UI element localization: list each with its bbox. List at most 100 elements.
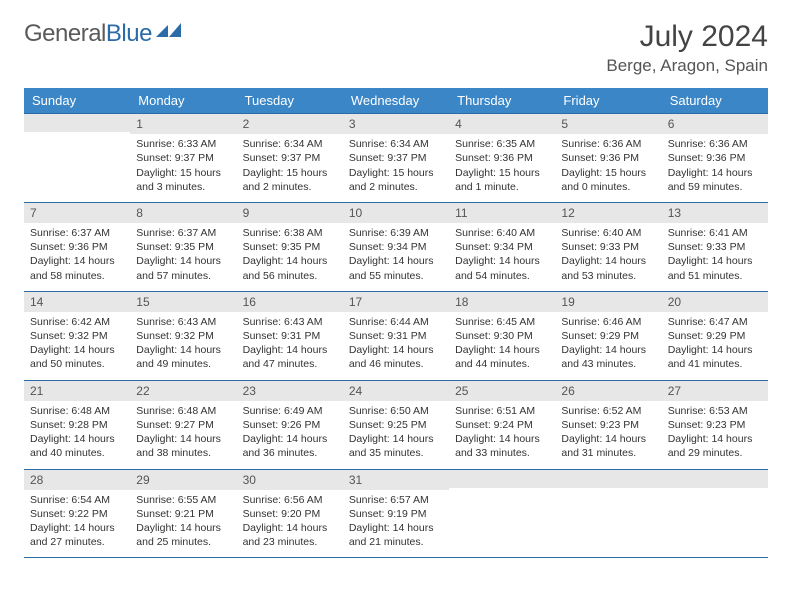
day-content: Sunrise: 6:36 AMSunset: 9:36 PMDaylight:… — [662, 134, 768, 202]
calendar-cell: 28Sunrise: 6:54 AMSunset: 9:22 PMDayligh… — [24, 469, 130, 558]
calendar-cell: 13Sunrise: 6:41 AMSunset: 9:33 PMDayligh… — [662, 202, 768, 291]
day-number — [449, 470, 555, 488]
sunrise-text: Sunrise: 6:36 AM — [561, 137, 655, 151]
calendar-cell: 18Sunrise: 6:45 AMSunset: 9:30 PMDayligh… — [449, 291, 555, 380]
sunrise-text: Sunrise: 6:43 AM — [136, 315, 230, 329]
calendar-cell: 27Sunrise: 6:53 AMSunset: 9:23 PMDayligh… — [662, 380, 768, 469]
calendar-cell: 26Sunrise: 6:52 AMSunset: 9:23 PMDayligh… — [555, 380, 661, 469]
logo-text-blue: Blue — [106, 20, 152, 47]
daylight-text: Daylight: 14 hours and 59 minutes. — [668, 166, 762, 194]
sunset-text: Sunset: 9:37 PM — [349, 151, 443, 165]
day-number: 16 — [237, 292, 343, 312]
day-number — [555, 470, 661, 488]
sunset-text: Sunset: 9:25 PM — [349, 418, 443, 432]
day-content: Sunrise: 6:35 AMSunset: 9:36 PMDaylight:… — [449, 134, 555, 202]
sunset-text: Sunset: 9:31 PM — [349, 329, 443, 343]
sunrise-text: Sunrise: 6:39 AM — [349, 226, 443, 240]
calendar-cell: 20Sunrise: 6:47 AMSunset: 9:29 PMDayligh… — [662, 291, 768, 380]
day-content: Sunrise: 6:49 AMSunset: 9:26 PMDaylight:… — [237, 401, 343, 469]
calendar-cell: 24Sunrise: 6:50 AMSunset: 9:25 PMDayligh… — [343, 380, 449, 469]
sunset-text: Sunset: 9:34 PM — [455, 240, 549, 254]
day-content: Sunrise: 6:47 AMSunset: 9:29 PMDaylight:… — [662, 312, 768, 380]
day-number: 21 — [24, 381, 130, 401]
daylight-text: Daylight: 15 hours and 3 minutes. — [136, 166, 230, 194]
day-number: 20 — [662, 292, 768, 312]
sunset-text: Sunset: 9:23 PM — [668, 418, 762, 432]
sunset-text: Sunset: 9:36 PM — [668, 151, 762, 165]
day-number — [24, 114, 130, 132]
calendar-cell — [449, 469, 555, 558]
sunset-text: Sunset: 9:34 PM — [349, 240, 443, 254]
logo-text-gray: General — [24, 20, 106, 47]
daylight-text: Daylight: 14 hours and 51 minutes. — [668, 254, 762, 282]
calendar-row: 7Sunrise: 6:37 AMSunset: 9:36 PMDaylight… — [24, 202, 768, 291]
day-number: 26 — [555, 381, 661, 401]
day-content: Sunrise: 6:37 AMSunset: 9:35 PMDaylight:… — [130, 223, 236, 291]
daylight-text: Daylight: 14 hours and 50 minutes. — [30, 343, 124, 371]
day-number: 30 — [237, 470, 343, 490]
day-number: 6 — [662, 114, 768, 134]
calendar-cell: 3Sunrise: 6:34 AMSunset: 9:37 PMDaylight… — [343, 114, 449, 203]
daylight-text: Daylight: 14 hours and 27 minutes. — [30, 521, 124, 549]
day-number: 25 — [449, 381, 555, 401]
daylight-text: Daylight: 15 hours and 1 minute. — [455, 166, 549, 194]
daylight-text: Daylight: 14 hours and 49 minutes. — [136, 343, 230, 371]
day-number: 17 — [343, 292, 449, 312]
day-content: Sunrise: 6:57 AMSunset: 9:19 PMDaylight:… — [343, 490, 449, 558]
day-content: Sunrise: 6:46 AMSunset: 9:29 PMDaylight:… — [555, 312, 661, 380]
day-number — [662, 470, 768, 488]
sunset-text: Sunset: 9:32 PM — [30, 329, 124, 343]
day-content: Sunrise: 6:40 AMSunset: 9:34 PMDaylight:… — [449, 223, 555, 291]
daylight-text: Daylight: 15 hours and 2 minutes. — [243, 166, 337, 194]
day-number: 23 — [237, 381, 343, 401]
sunrise-text: Sunrise: 6:45 AM — [455, 315, 549, 329]
calendar-body: 1Sunrise: 6:33 AMSunset: 9:37 PMDaylight… — [24, 114, 768, 558]
day-number: 5 — [555, 114, 661, 134]
daylight-text: Daylight: 14 hours and 58 minutes. — [30, 254, 124, 282]
day-content: Sunrise: 6:34 AMSunset: 9:37 PMDaylight:… — [343, 134, 449, 202]
weekday-header: Wednesday — [343, 88, 449, 114]
day-number: 15 — [130, 292, 236, 312]
day-number: 13 — [662, 203, 768, 223]
sunrise-text: Sunrise: 6:36 AM — [668, 137, 762, 151]
sunset-text: Sunset: 9:33 PM — [561, 240, 655, 254]
daylight-text: Daylight: 14 hours and 35 minutes. — [349, 432, 443, 460]
calendar-cell: 22Sunrise: 6:48 AMSunset: 9:27 PMDayligh… — [130, 380, 236, 469]
sunset-text: Sunset: 9:20 PM — [243, 507, 337, 521]
weekday-header: Thursday — [449, 88, 555, 114]
sunrise-text: Sunrise: 6:41 AM — [668, 226, 762, 240]
day-content: Sunrise: 6:51 AMSunset: 9:24 PMDaylight:… — [449, 401, 555, 469]
day-number: 7 — [24, 203, 130, 223]
sunset-text: Sunset: 9:22 PM — [30, 507, 124, 521]
calendar-cell — [24, 114, 130, 203]
daylight-text: Daylight: 14 hours and 44 minutes. — [455, 343, 549, 371]
day-content: Sunrise: 6:44 AMSunset: 9:31 PMDaylight:… — [343, 312, 449, 380]
sunset-text: Sunset: 9:32 PM — [136, 329, 230, 343]
day-content: Sunrise: 6:34 AMSunset: 9:37 PMDaylight:… — [237, 134, 343, 202]
sunset-text: Sunset: 9:31 PM — [243, 329, 337, 343]
day-content: Sunrise: 6:43 AMSunset: 9:31 PMDaylight:… — [237, 312, 343, 380]
daylight-text: Daylight: 14 hours and 57 minutes. — [136, 254, 230, 282]
title-box: July 2024 Berge, Aragon, Spain — [606, 20, 768, 76]
sunset-text: Sunset: 9:27 PM — [136, 418, 230, 432]
sunrise-text: Sunrise: 6:37 AM — [30, 226, 124, 240]
day-number: 19 — [555, 292, 661, 312]
day-number: 9 — [237, 203, 343, 223]
daylight-text: Daylight: 15 hours and 2 minutes. — [349, 166, 443, 194]
sunrise-text: Sunrise: 6:47 AM — [668, 315, 762, 329]
sunrise-text: Sunrise: 6:34 AM — [349, 137, 443, 151]
sunrise-text: Sunrise: 6:53 AM — [668, 404, 762, 418]
sunrise-text: Sunrise: 6:38 AM — [243, 226, 337, 240]
sunset-text: Sunset: 9:24 PM — [455, 418, 549, 432]
day-content: Sunrise: 6:42 AMSunset: 9:32 PMDaylight:… — [24, 312, 130, 380]
calendar-cell: 12Sunrise: 6:40 AMSunset: 9:33 PMDayligh… — [555, 202, 661, 291]
sunrise-text: Sunrise: 6:54 AM — [30, 493, 124, 507]
sunset-text: Sunset: 9:28 PM — [30, 418, 124, 432]
calendar-row: 14Sunrise: 6:42 AMSunset: 9:32 PMDayligh… — [24, 291, 768, 380]
weekday-header: Monday — [130, 88, 236, 114]
day-number: 4 — [449, 114, 555, 134]
calendar-cell: 1Sunrise: 6:33 AMSunset: 9:37 PMDaylight… — [130, 114, 236, 203]
sunset-text: Sunset: 9:23 PM — [561, 418, 655, 432]
day-number: 12 — [555, 203, 661, 223]
calendar-cell: 31Sunrise: 6:57 AMSunset: 9:19 PMDayligh… — [343, 469, 449, 558]
